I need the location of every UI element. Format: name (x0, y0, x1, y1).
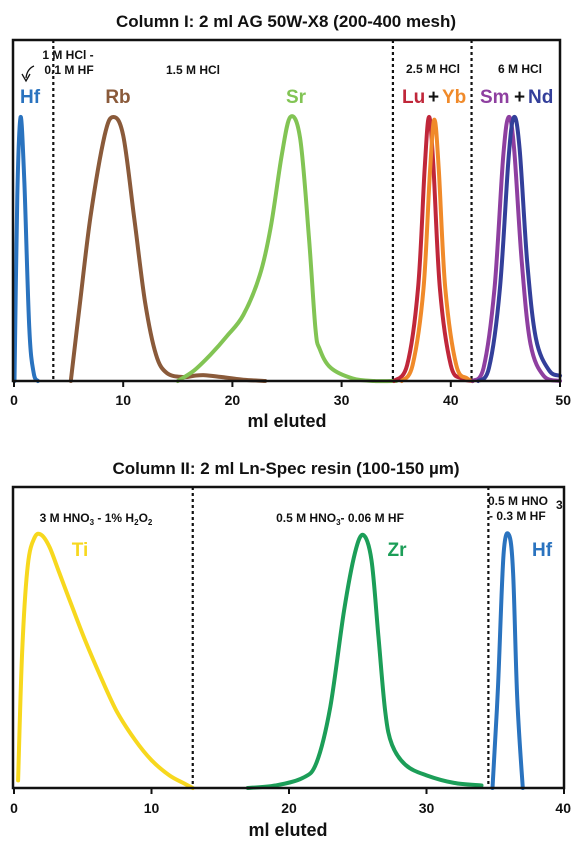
panel-2-frame (13, 487, 564, 788)
panel-1-x-axis-label: ml eluted (247, 411, 326, 431)
panel-2-series-zr-line (248, 535, 482, 788)
panel-1-peak-label-sm: Sm (480, 87, 510, 108)
panel-1-x-tick-label-40: 40 (443, 392, 459, 408)
panel-1-region-1-line-1: 1 M HCl - (42, 48, 93, 62)
panel-2-region-1-label: 3 M HNO3 - 1% H2O2 (40, 511, 153, 527)
panel-2-x-ticks: 0 10 20 30 40 (10, 788, 571, 816)
panel-column-2: Column II: 2 ml Ln-Spec resin (100-150 µ… (10, 459, 571, 840)
panel-1-peak-label-lu: Lu (402, 87, 425, 108)
panel-1-x-tick-label-30: 30 (334, 392, 350, 408)
panel-1-peak-label-nd: Nd (528, 87, 553, 108)
panel-1-peak-label-plus-1: + (428, 87, 439, 108)
panel-1-peak-label-sr: Sr (286, 87, 307, 108)
panel-2-x-tick-label-30: 30 (419, 800, 435, 816)
panel-1-peak-label-rb: Rb (105, 87, 130, 108)
panel-1-region-1-line-2: 0.1 M HF (44, 63, 93, 77)
panel-1-region-3-label: 2.5 M HCl (406, 62, 460, 76)
panel-2-peak-label-zr: Zr (388, 540, 408, 561)
panel-2-x-axis-label: ml eluted (248, 820, 327, 840)
panel-1-peak-label-hf: Hf (20, 87, 41, 108)
panel-2-peak-label-hf: Hf (532, 540, 553, 561)
panel-1-series (15, 116, 561, 381)
panel-2-region-2-label: 0.5 M HNO3- 0.06 M HF (276, 511, 404, 527)
panel-2-x-tick-label-20: 20 (281, 800, 297, 816)
panel-1-series-hf-line (15, 117, 39, 381)
panel-2-x-tick-label-10: 10 (144, 800, 160, 816)
panel-2-x-tick-label-0: 0 (10, 800, 18, 816)
panel-2-title: Column II: 2 ml Ln-Spec resin (100-150 µ… (112, 459, 459, 478)
panel-2-region-3-line-1: 0.5 M HNO (488, 494, 548, 508)
panel-1-x-tick-label-20: 20 (225, 392, 241, 408)
panel-1-x-tick-label-10: 10 (115, 392, 131, 408)
panel-2-series-ti-line (18, 534, 193, 788)
panel-1-region-4-label: 6 M HCl (498, 62, 542, 76)
panel-1-series-rb-line (71, 117, 265, 381)
panel-2-x-tick-label-40: 40 (555, 800, 571, 816)
panel-2-region-3-line-1-subscript: 3 (556, 498, 563, 512)
panel-2-series (18, 533, 523, 788)
panel-1-peak-label-plus-2: + (514, 87, 525, 108)
panel-1-region-1-arrow (26, 66, 34, 78)
panel-2-series-hf-line (493, 533, 523, 788)
panel-2-peak-label-ti: Ti (72, 540, 89, 561)
panel-1-series-sm-line (473, 117, 560, 381)
panel-1-peak-label-yb: Yb (442, 87, 466, 108)
panel-column-1: Column I: 2 ml AG 50W-X8 (200-400 mesh) … (10, 12, 571, 431)
panel-1-series-sr-line (178, 116, 396, 381)
panel-1-x-tick-label-50: 50 (555, 392, 571, 408)
panel-1-x-tick-label-0: 0 (10, 392, 18, 408)
panel-1-region-2-label: 1.5 M HCl (166, 63, 220, 77)
panel-1-title: Column I: 2 ml AG 50W-X8 (200-400 mesh) (116, 12, 456, 31)
panel-1-series-lu-line (394, 117, 473, 381)
panel-1-x-ticks: 0 10 20 30 40 50 (10, 381, 571, 408)
panel-2-region-3-line-2: - 0.3 M HF (489, 509, 546, 523)
